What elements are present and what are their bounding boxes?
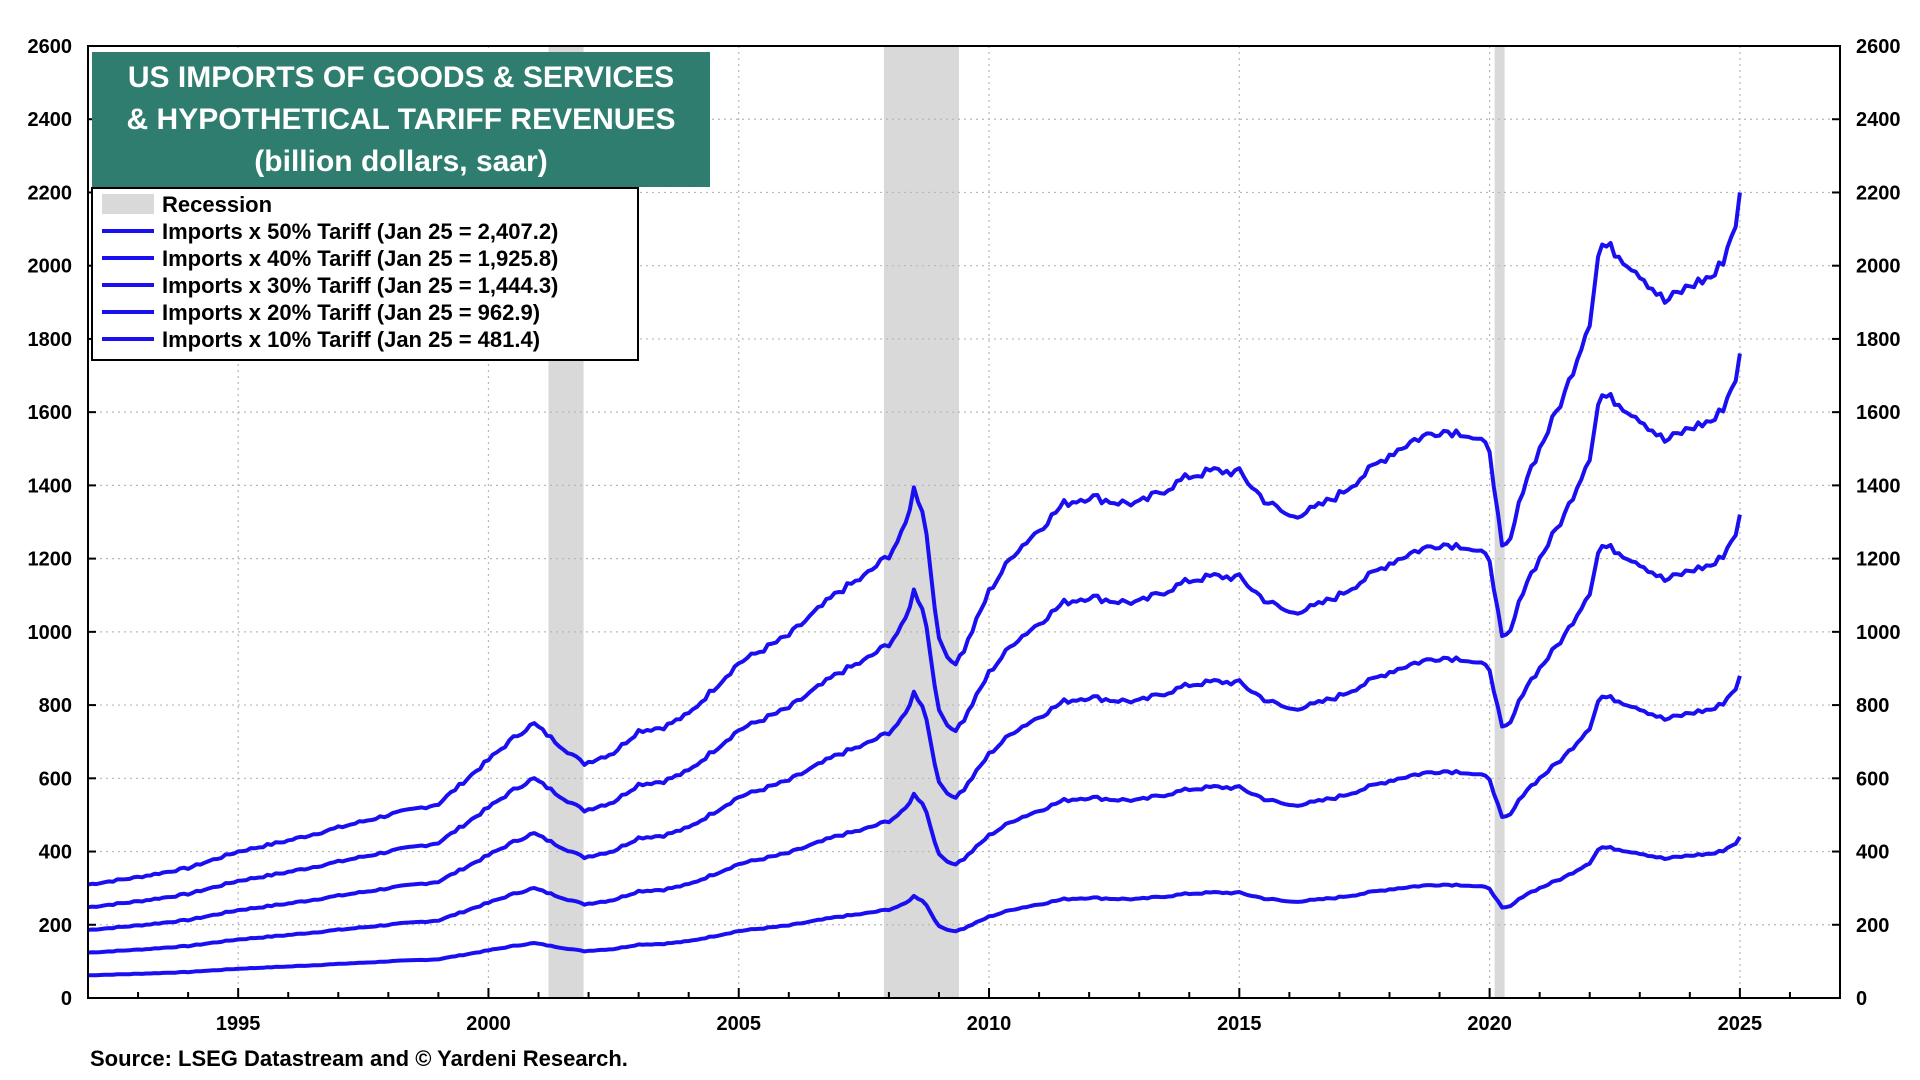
y-tick-label-right: 1600	[1856, 402, 1901, 424]
legend-frame	[91, 187, 639, 361]
y-tick-label-right: 1800	[1856, 329, 1901, 351]
y-tick-label-left: 1400	[28, 475, 73, 497]
source-note: Source: LSEG Datastream and © Yardeni Re…	[90, 1046, 628, 1071]
y-axis-left-labels: 0 200 400 600 800 1000 1200 1400 1600 1800 2000 220…	[28, 36, 73, 1010]
y-tick-label-right: 2600	[1856, 36, 1901, 58]
series-line-10pct	[87, 835, 1742, 978]
y-tick-label-left: 2200	[28, 182, 73, 204]
x-tick-label: 2025	[1718, 1013, 1763, 1035]
series-line-20pct	[87, 675, 1742, 955]
legend-recession-swatch	[102, 194, 154, 214]
y-tick-label-right: 0	[1856, 988, 1867, 1010]
chart-title-line-2: & HYPOTHETICAL TARIFF REVENUES	[127, 103, 676, 136]
y-tick-label-left: 2600	[28, 36, 73, 58]
y-tick-label-right: 1200	[1856, 549, 1901, 571]
recession-bands	[548, 46, 1505, 998]
x-axis-labels: 1995 2000 2005 2010 2015 2020 2025	[216, 1013, 1762, 1035]
y-tick-label-right: 200	[1856, 915, 1889, 937]
x-tick-label: 2000	[466, 1013, 511, 1035]
y-tick-label-right: 400	[1856, 842, 1889, 864]
legend-label-20pct: Imports x 20% Tariff (Jan 25 = 962.9)	[162, 300, 540, 325]
legend-label-recession: Recession	[162, 192, 272, 217]
x-tick-label: 2010	[967, 1013, 1012, 1035]
y-tick-label-left: 1600	[28, 402, 73, 424]
y-axis-right-labels: 0 200 400 600 800 1000 1200 1400 1600 1800 2000 220…	[1856, 36, 1901, 1010]
y-tick-label-left: 2400	[28, 109, 73, 131]
legend-label-10pct: Imports x 10% Tariff (Jan 25 = 481.4)	[162, 327, 540, 352]
x-tick-label: 2015	[1217, 1013, 1262, 1035]
series-lines	[87, 192, 1742, 978]
x-tick-label: 1995	[216, 1013, 261, 1035]
legend-label-30pct: Imports x 30% Tariff (Jan 25 = 1,444.3)	[162, 273, 558, 298]
recession-band-2	[883, 46, 959, 998]
y-tick-label-right: 600	[1856, 768, 1889, 790]
y-tick-label-left: 800	[39, 695, 72, 717]
y-tick-label-right: 1000	[1856, 622, 1901, 644]
series-line-50pct	[87, 192, 1742, 887]
y-tick-label-left: 1000	[28, 622, 73, 644]
y-tick-label-right: 2400	[1856, 109, 1901, 131]
y-tick-label-left: 0	[61, 988, 72, 1010]
y-tick-label-left: 400	[39, 842, 72, 864]
y-tick-label-left: 2000	[28, 256, 73, 278]
x-tick-label: 2005	[716, 1013, 761, 1035]
legend: Recession Imports x 50% Tariff (Jan 25 =…	[91, 187, 639, 361]
y-tick-label-right: 1400	[1856, 475, 1901, 497]
y-tick-label-right: 800	[1856, 695, 1889, 717]
y-tick-label-right: 2200	[1856, 182, 1901, 204]
legend-label-40pct: Imports x 40% Tariff (Jan 25 = 1,925.8)	[162, 246, 558, 271]
chart-title-line-3: (billion dollars, saar)	[254, 145, 547, 178]
legend-label-50pct: Imports x 50% Tariff (Jan 25 = 2,407.2)	[162, 219, 558, 244]
y-tick-label-right: 2000	[1856, 256, 1901, 278]
y-tick-label-left: 600	[39, 768, 72, 790]
chart-title-box: US IMPORTS OF GOODS & SERVICES & HYPOTHE…	[92, 52, 710, 187]
y-tick-label-left: 1200	[28, 549, 73, 571]
gridlines	[88, 46, 1840, 998]
series-line-30pct	[87, 514, 1742, 932]
x-tick-label: 2020	[1467, 1013, 1512, 1035]
series-line-40pct	[87, 353, 1742, 910]
y-tick-label-left: 200	[39, 915, 72, 937]
chart-title-line-1: US IMPORTS OF GOODS & SERVICES	[128, 61, 674, 94]
y-tick-label-left: 1800	[28, 329, 73, 351]
plot-frame	[87, 45, 1841, 999]
title-background	[92, 52, 710, 187]
